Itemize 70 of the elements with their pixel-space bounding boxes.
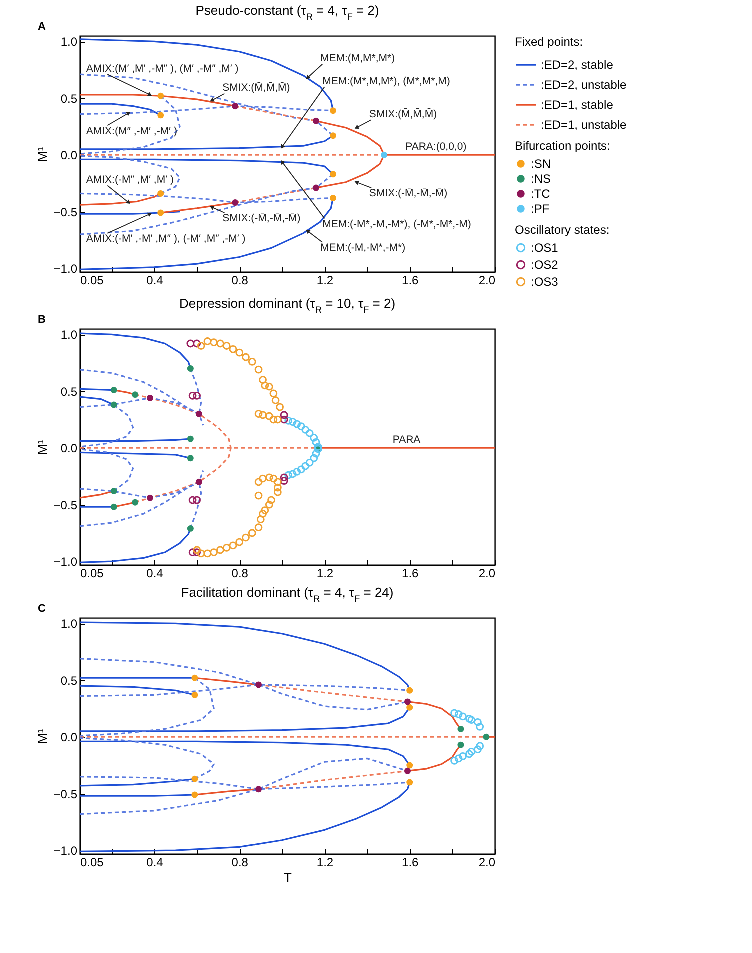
annotation: AMIX:(M′ ,M′ ,-M″ ), (M′ ,-M″ ,M′ ) xyxy=(86,62,239,75)
legend-label: :OS3 xyxy=(531,275,559,289)
y-tick-label: 0.5 xyxy=(60,674,78,688)
annotation: AMIX:(-M″ ,M′ ,M′ ) xyxy=(86,174,174,186)
y-tick-label: −1.0 xyxy=(54,555,78,570)
x-axis-title: T xyxy=(284,870,292,886)
annotation: MEM:(-M,-M*,-M*) xyxy=(320,242,406,254)
y-tick-label: 1.0 xyxy=(60,328,78,342)
legend-label: :ED=2, stable xyxy=(541,58,614,72)
x-tick-label: 0.8 xyxy=(232,274,249,288)
y-tick-label: −1.0 xyxy=(54,262,78,276)
x-tick-label: 0.8 xyxy=(232,566,249,580)
annotation: MEM:(M,M*,M*) xyxy=(320,52,396,65)
chart-title: Facilitation dominant (τ$_{R}$ = 4, τ$_{F}$ = 24) xyxy=(181,585,394,604)
annotation: SMIX:(-M̄,-M̄,-M̄) xyxy=(369,188,448,200)
legend-label: :NS xyxy=(531,172,552,186)
legend-label: :TC xyxy=(531,187,551,201)
x-tick-label: 0.05 xyxy=(80,274,104,288)
annotation: PARA:(0,0,0) xyxy=(406,141,467,154)
x-tick-label: 0.05 xyxy=(80,566,104,580)
text: Fixed points: xyxy=(515,35,584,49)
y-tick-label: 0.5 xyxy=(60,384,78,399)
y-tick-label: 0.0 xyxy=(60,730,78,745)
text: B xyxy=(38,314,46,326)
chart-title: Pseudo-constant (τ$_{R}$ = 4, τ$_{F}$ = 2) xyxy=(196,3,380,22)
x-tick-label: 1.2 xyxy=(316,856,334,870)
y-axis-title: M¹ xyxy=(34,146,50,162)
x-tick-label: 0.4 xyxy=(146,566,164,580)
text: A xyxy=(38,21,46,33)
y-tick-label: −1.0 xyxy=(54,844,78,858)
x-tick-label: 1.2 xyxy=(316,566,334,580)
legend-label: :ED=2, unstable xyxy=(541,78,628,92)
x-tick-label: 1.6 xyxy=(402,566,420,580)
legend-label: :PF xyxy=(531,202,550,216)
annotation: MEM:(M*,M,M*), (M*,M*,M) xyxy=(322,75,450,88)
legend-label: :SN xyxy=(531,157,552,171)
legend-label: :OS1 xyxy=(531,241,559,255)
annotation: AMIX:(-M′ ,-M′ ,M″ ), (-M′ ,M″ ,-M′ ) xyxy=(86,233,246,246)
text: C xyxy=(38,603,46,615)
y-tick-label: 0.0 xyxy=(60,148,78,163)
x-tick-label: 2.0 xyxy=(478,274,496,288)
chart-title: Depression dominant (τ$_{R}$ = 10, τ$_{F}$ = 2) xyxy=(179,296,396,315)
x-tick-label: 0.05 xyxy=(80,856,104,870)
y-tick-label: −0.5 xyxy=(54,205,78,220)
legend-label: :ED=1, unstable xyxy=(541,118,628,132)
x-tick-label: 0.4 xyxy=(146,856,164,870)
y-tick-label: −0.5 xyxy=(54,498,78,512)
x-tick-label: 1.6 xyxy=(402,856,420,870)
text: Oscillatory states: xyxy=(515,223,610,237)
x-tick-label: 0.4 xyxy=(146,274,164,288)
x-tick-label: 2.0 xyxy=(478,856,496,870)
legend-label: :OS2 xyxy=(531,258,559,272)
text: Bifurcation points: xyxy=(515,139,610,153)
y-tick-label: −0.5 xyxy=(54,787,78,802)
annotation: SMIX:(M̄,M̄,M̄) xyxy=(222,82,290,94)
x-tick-label: 1.2 xyxy=(316,274,334,288)
y-tick-label: 0.5 xyxy=(60,92,78,106)
annotation: SMIX:(M̄,M̄,M̄) xyxy=(369,108,438,120)
y-tick-label: 1.0 xyxy=(60,35,78,50)
x-tick-label: 0.8 xyxy=(232,856,249,870)
annotation: PARA xyxy=(392,434,421,446)
y-axis-title: M¹ xyxy=(34,439,50,456)
x-tick-label: 2.0 xyxy=(478,566,496,580)
annotation: SMIX:(-M̄,-M̄,-M̄) xyxy=(222,212,301,225)
x-tick-label: 1.6 xyxy=(402,274,420,288)
annotation: MEM:(-M*,-M,-M*), (-M*,-M*,-M) xyxy=(322,218,472,230)
y-axis-title: M¹ xyxy=(34,728,50,744)
y-tick-label: 0.0 xyxy=(60,442,78,456)
y-tick-label: 1.0 xyxy=(60,617,78,632)
legend-label: :ED=1, stable xyxy=(541,98,614,112)
